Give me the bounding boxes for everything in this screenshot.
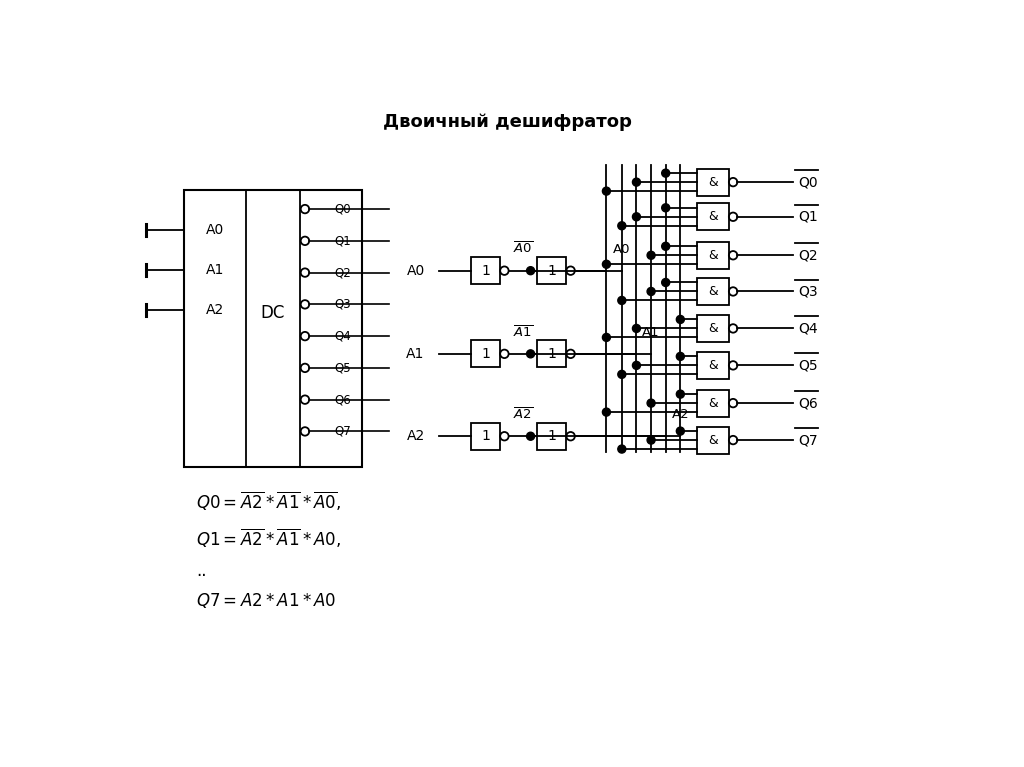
Circle shape <box>526 433 535 440</box>
Circle shape <box>617 297 626 304</box>
Text: Q6: Q6 <box>334 393 350 407</box>
Circle shape <box>602 260 610 268</box>
Bar <box>538 257 566 284</box>
Circle shape <box>617 222 626 230</box>
Text: Q0: Q0 <box>798 175 818 189</box>
Text: A1: A1 <box>206 263 224 277</box>
Text: 1: 1 <box>547 264 556 278</box>
Text: $\overline{A0}$: $\overline{A0}$ <box>513 242 532 257</box>
Text: Q3: Q3 <box>798 285 818 298</box>
Text: A1: A1 <box>407 347 425 360</box>
Text: A0: A0 <box>206 223 224 237</box>
Circle shape <box>662 278 670 287</box>
Circle shape <box>676 427 684 435</box>
Text: Q3: Q3 <box>334 298 350 311</box>
Text: 1: 1 <box>547 430 556 443</box>
Bar <box>696 352 729 379</box>
Bar <box>696 242 729 268</box>
Text: 1: 1 <box>481 430 489 443</box>
Bar <box>696 426 729 453</box>
Circle shape <box>676 390 684 398</box>
Text: &: & <box>708 433 718 446</box>
Bar <box>538 423 566 449</box>
Text: $Q7 = A2 * A1 * A0$: $Q7 = A2 * A1 * A0$ <box>196 591 337 610</box>
Bar <box>696 278 729 305</box>
Bar <box>471 257 500 284</box>
Bar <box>696 169 729 196</box>
Circle shape <box>617 370 626 378</box>
Circle shape <box>676 352 684 360</box>
Text: &: & <box>708 322 718 335</box>
Text: Q6: Q6 <box>798 396 818 410</box>
Text: Двоичный дешифратор: Двоичный дешифратор <box>383 113 632 131</box>
Circle shape <box>662 204 670 212</box>
Circle shape <box>647 399 655 407</box>
Text: Q1: Q1 <box>798 210 818 224</box>
Circle shape <box>633 178 640 186</box>
Text: Q5: Q5 <box>798 358 818 373</box>
Text: $\overline{A2}$: $\overline{A2}$ <box>513 407 532 423</box>
Text: Q4: Q4 <box>334 330 350 343</box>
Text: &: & <box>708 359 718 372</box>
Text: Q7: Q7 <box>334 425 350 438</box>
Circle shape <box>647 288 655 295</box>
Bar <box>696 315 729 342</box>
Text: &: & <box>708 210 718 223</box>
Text: A2: A2 <box>206 303 224 317</box>
Circle shape <box>602 334 610 341</box>
Circle shape <box>633 361 640 370</box>
Text: Q0: Q0 <box>334 202 350 216</box>
Text: A0: A0 <box>613 242 631 255</box>
Bar <box>471 341 500 367</box>
Text: &: & <box>708 249 718 262</box>
Bar <box>538 341 566 367</box>
Text: A0: A0 <box>407 264 425 278</box>
Text: Q4: Q4 <box>798 321 818 335</box>
Circle shape <box>526 350 535 358</box>
Bar <box>696 390 729 416</box>
Text: Q2: Q2 <box>798 249 818 262</box>
Text: &: & <box>708 176 718 189</box>
Text: 1: 1 <box>547 347 556 360</box>
Text: &: & <box>708 397 718 410</box>
Circle shape <box>617 445 626 453</box>
Circle shape <box>647 436 655 444</box>
Circle shape <box>662 170 670 177</box>
Text: $Q0 = \overline{A2} * \overline{A1} * \overline{A0},$: $Q0 = \overline{A2} * \overline{A1} * \o… <box>196 490 341 513</box>
Text: 1: 1 <box>481 264 489 278</box>
Circle shape <box>633 324 640 332</box>
Circle shape <box>676 315 684 324</box>
Circle shape <box>633 212 640 221</box>
Text: ..: .. <box>196 562 207 580</box>
Text: DC: DC <box>261 304 286 322</box>
Circle shape <box>602 187 610 195</box>
Text: &: & <box>708 285 718 298</box>
Text: Q7: Q7 <box>798 433 818 447</box>
Text: A2: A2 <box>672 408 689 421</box>
Text: 1: 1 <box>481 347 489 360</box>
Text: Q2: Q2 <box>334 266 350 279</box>
Circle shape <box>526 267 535 275</box>
Circle shape <box>662 242 670 250</box>
Bar <box>471 423 500 449</box>
Text: A2: A2 <box>407 430 425 443</box>
Circle shape <box>602 408 610 416</box>
Text: $\overline{A1}$: $\overline{A1}$ <box>513 324 532 340</box>
Text: Q5: Q5 <box>334 361 350 374</box>
Bar <box>696 203 729 230</box>
Text: Q1: Q1 <box>334 235 350 247</box>
Text: A1: A1 <box>642 326 659 339</box>
Bar <box>184 189 361 467</box>
Circle shape <box>647 252 655 259</box>
Text: $Q1 = \overline{A2} * \overline{A1} * A0,$: $Q1 = \overline{A2} * \overline{A1} * A0… <box>196 527 341 550</box>
